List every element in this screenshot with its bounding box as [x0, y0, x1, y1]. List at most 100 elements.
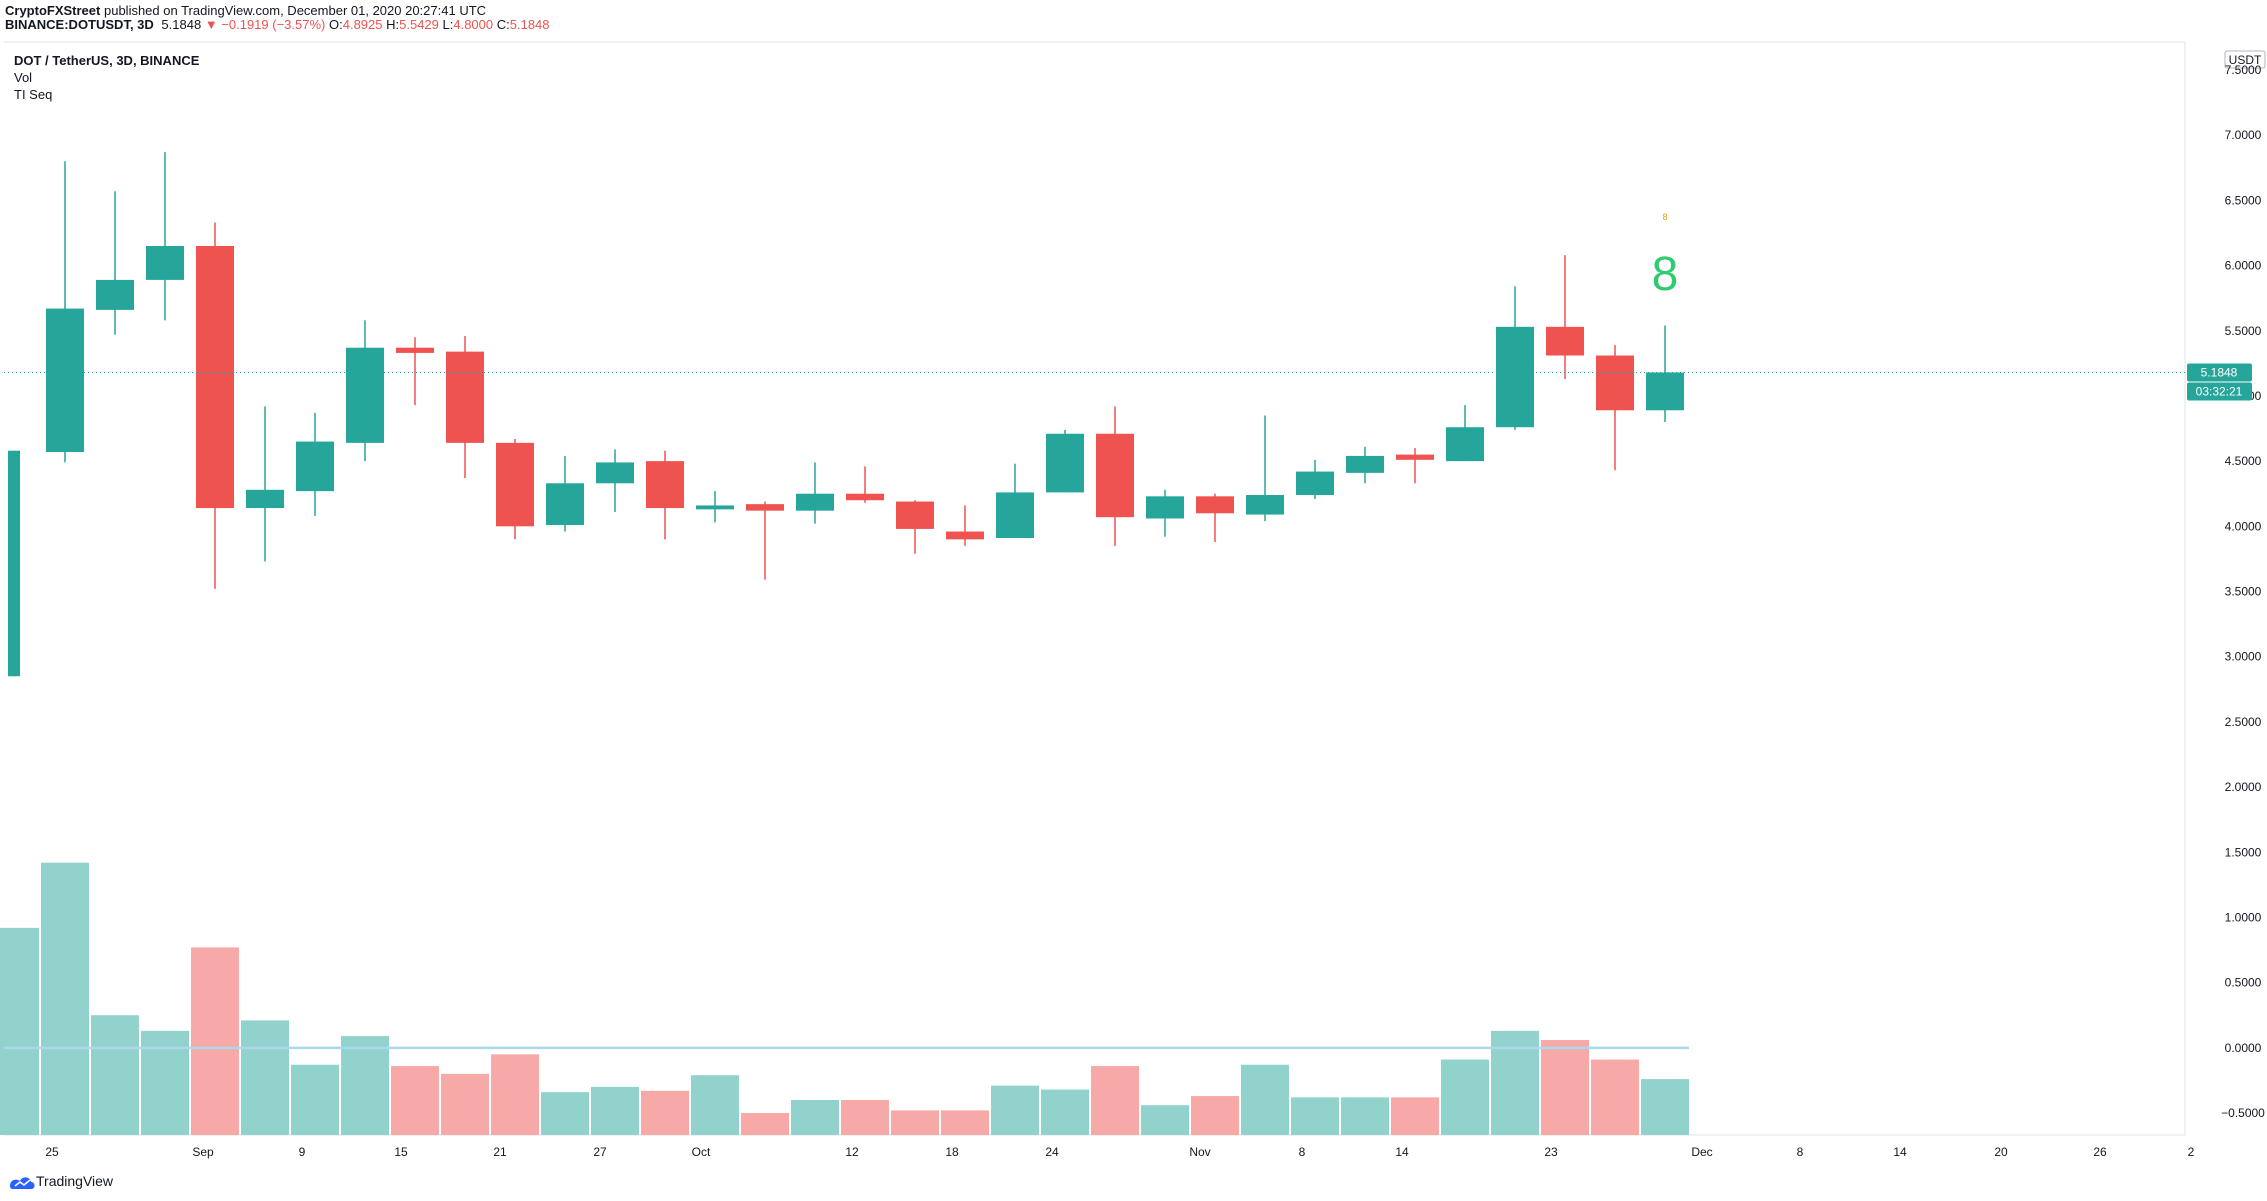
candle-body [746, 504, 784, 511]
footer-brand[interactable]: TradingView [36, 1173, 114, 1189]
volume-bar [291, 1064, 339, 1135]
volume-bar [691, 1075, 739, 1135]
candle-body [96, 279, 134, 310]
candle-body [1396, 454, 1434, 460]
candle [1046, 429, 1084, 493]
price-change: ▼ −0.1919 (−3.57%) [204, 17, 326, 32]
volume-bar [541, 1092, 589, 1135]
high-value: 5.5429 [399, 17, 439, 32]
time-tick-label: 9 [299, 1145, 306, 1159]
tradingview-logo-icon[interactable] [8, 1172, 38, 1194]
candle-body [1646, 372, 1684, 411]
volume-bar [1241, 1064, 1289, 1135]
candle-body [8, 450, 20, 677]
candle [1146, 489, 1184, 537]
time-tick-label: 25 [45, 1145, 59, 1159]
volume-bar [191, 947, 239, 1135]
volume-bar [1091, 1066, 1139, 1135]
candle [196, 222, 234, 589]
candle-body [196, 246, 234, 509]
candle [1446, 405, 1484, 462]
price-chart[interactable]: USDT7.50007.00006.50006.00005.50005.0000… [0, 0, 2267, 1168]
last-price-value: 5.1848 [161, 17, 202, 32]
candle [1096, 406, 1134, 546]
candle [1546, 255, 1584, 379]
price-tick-label: 6.5000 [2225, 193, 2262, 207]
volume-bar [991, 1085, 1039, 1135]
price-tick-label: 7.0000 [2225, 128, 2262, 142]
candle [796, 462, 834, 524]
volume-bar [1141, 1105, 1189, 1135]
candle-body [1046, 433, 1084, 493]
candle [446, 335, 484, 479]
candle-body [396, 347, 434, 353]
time-tick-label: 20 [1994, 1145, 2008, 1159]
time-tick-label: 26 [2093, 1145, 2107, 1159]
currency-label: USDT [2229, 53, 2262, 67]
candle [946, 505, 984, 546]
ti-seq-indicator-label[interactable]: TI Seq [14, 87, 53, 102]
candle [96, 191, 134, 335]
volume-bar [1491, 1030, 1539, 1135]
candle-body [1496, 326, 1534, 428]
volume-bar [1391, 1097, 1439, 1135]
price-tick-label: 0.5000 [2225, 976, 2262, 990]
candle [1596, 345, 1634, 471]
td-seq-count-label: 8 [1652, 248, 1679, 301]
candle [746, 501, 784, 580]
candle [46, 161, 84, 463]
publication-header: CryptoFXStreet published on TradingView.… [0, 0, 2267, 22]
publisher-name[interactable]: CryptoFXStreet [5, 3, 101, 18]
candle [1196, 493, 1234, 542]
volume-bar [91, 1015, 139, 1135]
time-tick-label: 12 [845, 1145, 859, 1159]
candle [8, 450, 20, 677]
candle [596, 449, 634, 512]
volume-bar [241, 1020, 289, 1135]
candle [1396, 448, 1434, 484]
price-tick-label: 7.5000 [2225, 63, 2262, 77]
candle [246, 406, 284, 562]
time-tick-label: Nov [1189, 1145, 1210, 1159]
candle [546, 455, 584, 532]
time-tick-label: Oct [692, 1145, 711, 1159]
last-price-label: 5.1848 [2201, 365, 2238, 379]
candle [896, 500, 934, 554]
time-tick-label: 18 [945, 1145, 959, 1159]
symbol-ohlc-line: BINANCE:DOTUSDT, 3D 5.1848 ▼ −0.1919 (−3… [5, 17, 550, 32]
candle-body [446, 351, 484, 443]
volume-bar [141, 1030, 189, 1135]
candle [296, 412, 334, 516]
candle-body [1096, 433, 1134, 518]
volume-bar [0, 927, 39, 1135]
volume-bar [1591, 1059, 1639, 1135]
candle [696, 491, 734, 523]
time-tick-label: 27 [593, 1145, 607, 1159]
volume-bar [1041, 1089, 1089, 1135]
volume-indicator-label[interactable]: Vol [14, 70, 33, 85]
volume-bar [1341, 1097, 1389, 1135]
candle [1346, 446, 1384, 484]
candle-body [496, 442, 534, 527]
chart-title: DOT / TetherUS, 3D, BINANCE [14, 53, 200, 68]
volume-bar [1441, 1059, 1489, 1135]
candle-body [1546, 326, 1584, 356]
candle [1646, 325, 1684, 423]
price-tick-label: 3.0000 [2225, 650, 2262, 664]
candle-body [1246, 495, 1284, 515]
candle-body [946, 531, 984, 540]
close-label: C: [496, 17, 510, 32]
time-tick-label: 14 [1893, 1145, 1907, 1159]
candle-body [796, 493, 834, 511]
price-tick-label: 4.0000 [2225, 519, 2262, 533]
time-tick-label: 21 [493, 1145, 507, 1159]
currency-label-box [2224, 50, 2266, 69]
price-tick-label: 1.5000 [2225, 845, 2262, 859]
volume-bar [741, 1113, 789, 1135]
time-tick-label: 15 [394, 1145, 408, 1159]
published-text: published on TradingView.com, December 0… [103, 3, 487, 18]
candle-body [1146, 496, 1184, 519]
candle-body [646, 461, 684, 509]
candle [146, 152, 184, 321]
candle-body [1346, 455, 1384, 473]
